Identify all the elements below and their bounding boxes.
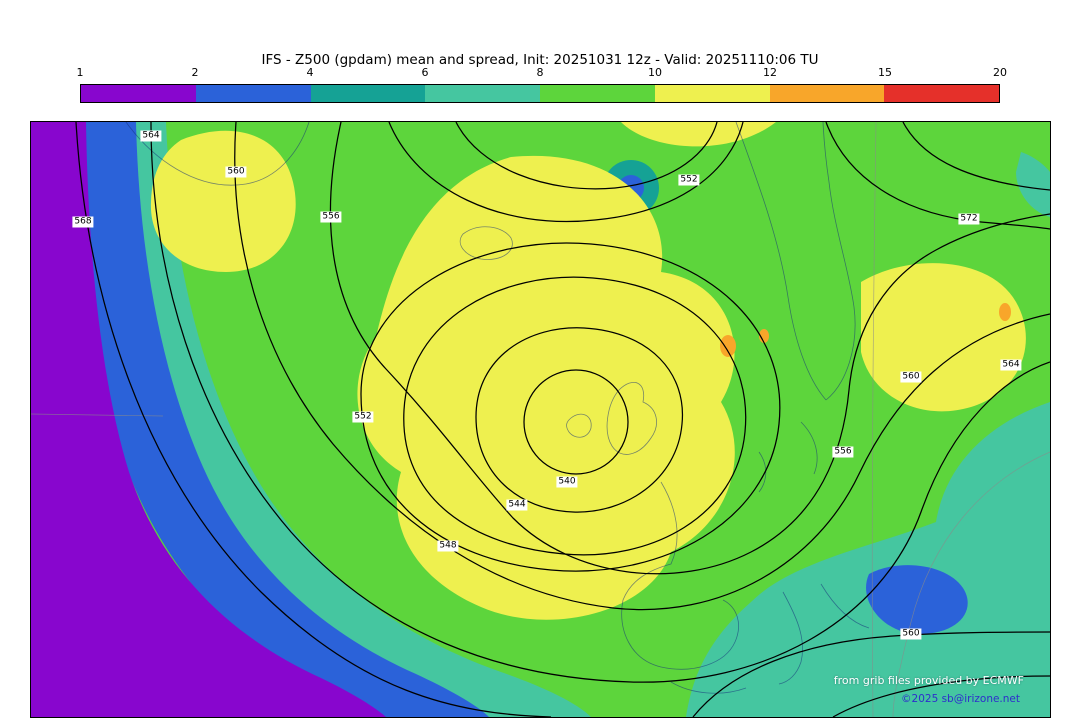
coast-iberia-south [670,681,747,694]
colorbar-tick-label: 4 [306,66,314,79]
colorbar-tick-label: 15 [878,66,892,79]
spread-purple-west [31,122,386,717]
colorbar-tick-label: 8 [536,66,544,79]
spread-teal-northeast-corner [1016,152,1050,217]
contour-label: 560 [225,166,247,178]
coast-greenland [125,122,310,186]
spread-yellow-central [357,155,735,620]
z500-contours [75,122,1050,717]
spread-orange-spot [720,335,736,357]
contour-line-560 [234,122,1050,611]
contour-label: 552 [678,174,700,186]
contour-line-544 [475,327,684,513]
colorbar-segment [540,85,655,102]
coastlines [125,122,870,694]
coast-baltic [800,421,818,475]
spread-blue-west-band [61,122,489,717]
graticule [31,122,1050,717]
contour-label: 568 [72,216,94,228]
page-title: IFS - Z500 (gpdam) mean and spread, Init… [261,52,819,68]
coast-balkans [820,583,870,629]
colorbar-segment [81,85,196,102]
coast-ireland [566,413,592,438]
contour-line-564 [150,122,1050,683]
contour-line-556 [329,122,1050,575]
coast-norway [735,122,827,401]
coast-italy [778,591,803,685]
map-area: 568 564 560 556 552 548 544 540 552 556 560 564 572 5… [30,121,1051,718]
spread-yellow-top-center [621,122,776,147]
contour-line-southeast [692,631,1050,717]
colorbar-ticks: 1 2 4 6 8 10 12 15 20 [76,66,1008,82]
contour-label: 544 [506,499,528,511]
contour-label: 560 [900,628,922,640]
spread-teal-southeast [686,402,1050,717]
contour-line-northeast [825,122,1050,230]
contour-label: 540 [556,476,578,488]
weather-map-svg [31,122,1050,717]
spread-orange-spot [999,303,1011,321]
contour-line-552 [360,242,781,572]
spread-shading [31,122,1050,717]
contour-label: 560 [900,371,922,383]
colorbar-segment [654,85,770,102]
coast-scandinavia [822,122,856,401]
contour-line-north-arc [388,122,744,223]
spread-orange-spot [759,329,769,343]
colorbar-segment [769,85,885,102]
contour-line-540 [523,369,629,475]
contour-label: 564 [140,130,162,142]
coast-denmark [758,451,767,493]
contour-label: 572 [958,213,980,225]
colorbar-tick-label: 6 [421,66,429,79]
contour-line-548 [403,276,747,556]
contour-line-568 [75,122,552,717]
colorbar-tick-label: 10 [648,66,662,79]
credits-copyright: ©2025 sb@irizone.net [901,693,1020,705]
coast-iceland [459,226,513,260]
colorbar-segment [195,85,311,102]
contour-line-north-arc-inner [455,122,718,190]
colorbar-segment [425,85,540,102]
credits-source: from grib files provided by ECMWF [833,674,1024,687]
colorbar-tick-label: 12 [763,66,777,79]
colorbar-tick-label: 1 [76,66,84,79]
coast-britain [606,381,657,455]
colorbar-segment [310,85,426,102]
contour-label: 556 [320,211,342,223]
contour-label: 564 [1000,359,1022,371]
spread-yellow-northwest [150,130,296,272]
colorbar-tick-label: 2 [191,66,199,79]
colorbar-segments [80,84,1000,103]
contour-label: 548 [437,540,459,552]
contour-line-northeast-outer [902,122,1050,191]
contour-line-southeast-outer [832,675,1050,717]
colorbar: 1 2 4 6 8 10 12 15 20 [76,66,1008,106]
colorbar-tick-label: 20 [993,66,1007,79]
contour-label: 552 [352,411,374,423]
spread-blue-blacksea [866,565,968,634]
contour-label: 556 [832,446,854,458]
colorbar-segment [884,85,999,102]
